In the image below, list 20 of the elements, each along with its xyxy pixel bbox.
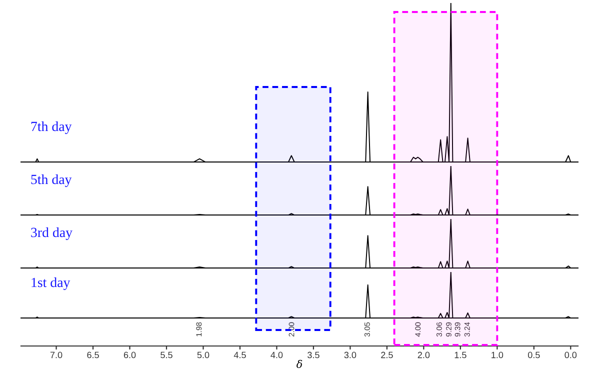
x-axis-title: δ	[296, 360, 302, 368]
x-tick-label: 7.0	[50, 352, 62, 358]
text: 7th day	[31, 121, 72, 134]
x-tick-label: 2.0	[418, 352, 430, 358]
x-tick-label: 5.0	[197, 352, 210, 358]
x-tick-label: 5.5	[160, 352, 172, 358]
x-tick-label: 3.0	[344, 352, 356, 358]
x-tick-label: 1.0	[492, 352, 504, 358]
x-tick-label: 1.5	[454, 352, 466, 358]
x-tick-label: 3.5	[308, 352, 320, 358]
x-tick-label: 6.5	[87, 352, 99, 358]
chart-title: 1st day	[32, 277, 70, 290]
x-tick-label: 2.5	[381, 352, 393, 358]
x-tick-label: 4.5	[234, 352, 246, 358]
text: 5th day	[31, 174, 72, 187]
x-tick-label: 4.0	[270, 352, 283, 358]
x-tick-label: 0.0	[564, 352, 577, 358]
text: 3rd day	[31, 227, 72, 240]
x-tick-label: 0.5	[528, 352, 540, 358]
x-tick-label: 6.0	[124, 352, 136, 358]
